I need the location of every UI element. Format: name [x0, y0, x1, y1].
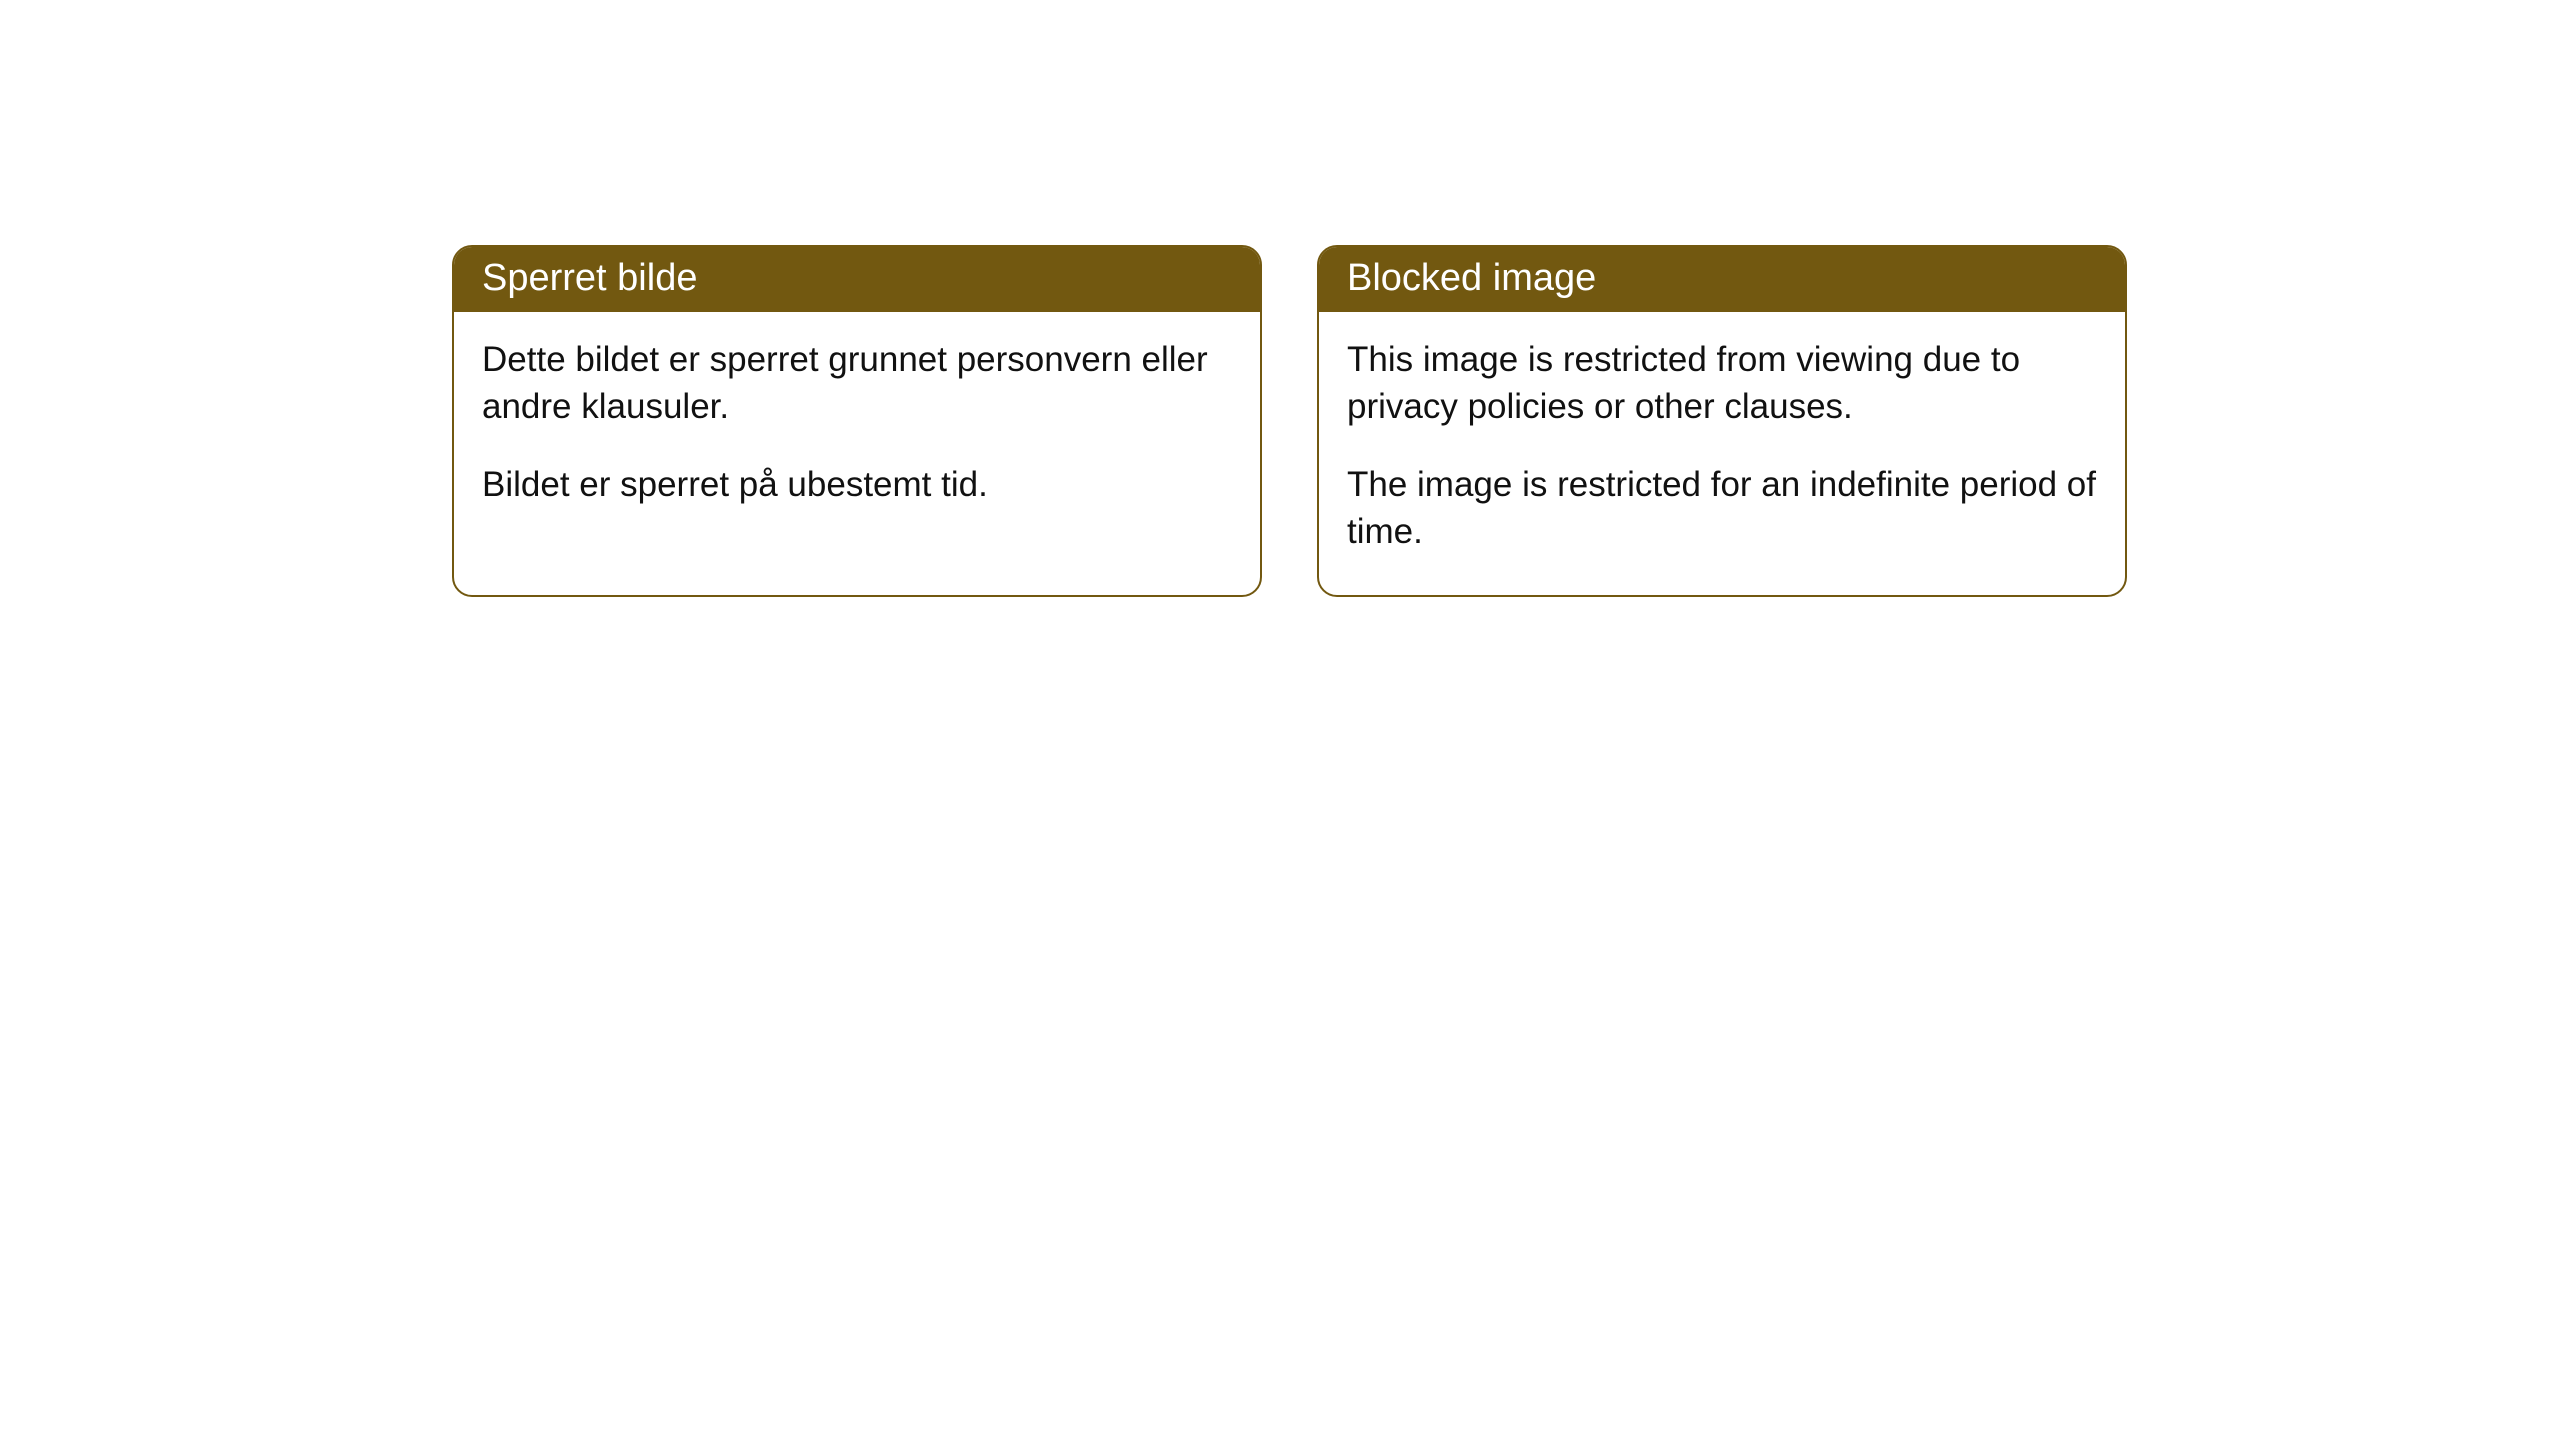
notice-paragraph: Bildet er sperret på ubestemt tid. [482, 461, 1232, 508]
notice-paragraph: This image is restricted from viewing du… [1347, 336, 2097, 431]
notice-cards-container: Sperret bilde Dette bildet er sperret gr… [0, 0, 2560, 597]
notice-paragraph: Dette bildet er sperret grunnet personve… [482, 336, 1232, 431]
notice-card-norwegian: Sperret bilde Dette bildet er sperret gr… [452, 245, 1262, 597]
notice-card-body: Dette bildet er sperret grunnet personve… [454, 312, 1260, 548]
notice-paragraph: The image is restricted for an indefinit… [1347, 461, 2097, 556]
notice-card-english: Blocked image This image is restricted f… [1317, 245, 2127, 597]
notice-card-body: This image is restricted from viewing du… [1319, 312, 2125, 595]
notice-card-title: Blocked image [1319, 247, 2125, 312]
notice-card-title: Sperret bilde [454, 247, 1260, 312]
